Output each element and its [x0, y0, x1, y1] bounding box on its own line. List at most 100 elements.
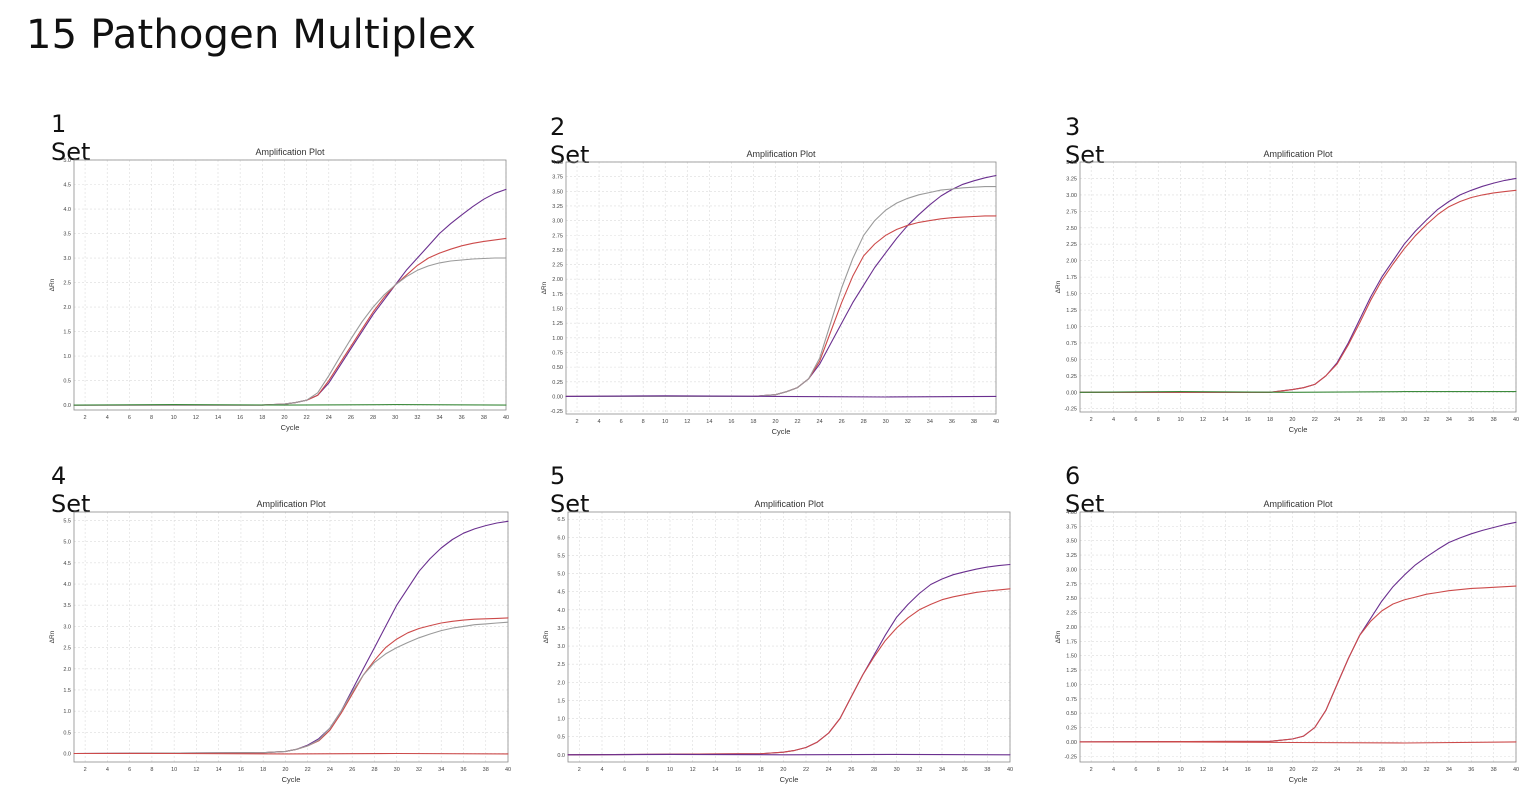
x-tick-label: 20 — [281, 415, 287, 421]
y-tick-label: 6.0 — [557, 535, 565, 541]
x-tick-label: 6 — [128, 415, 131, 421]
y-tick-label: 0.00 — [552, 394, 563, 400]
x-tick-label: 8 — [150, 415, 153, 421]
y-tick-label: 2.50 — [1066, 596, 1077, 602]
series-line-3 — [565, 186, 997, 397]
chart-title: Amplification Plot — [1263, 499, 1333, 509]
x-tick-label: 32 — [916, 767, 922, 773]
x-tick-label: 10 — [667, 767, 673, 773]
y-tick-label: 5.0 — [63, 158, 71, 164]
series-line-4 — [73, 404, 507, 406]
x-tick-label: 24 — [327, 767, 333, 773]
y-tick-label: 2.75 — [1066, 209, 1077, 215]
series-line-2 — [567, 588, 1011, 756]
x-tick-label: 40 — [505, 767, 511, 773]
x-tick-label: 20 — [282, 767, 288, 773]
y-tick-label: 1.5 — [557, 698, 565, 704]
y-axis-label: ΔRn — [49, 278, 56, 291]
x-tick-label: 18 — [260, 767, 266, 773]
y-tick-label: 4.5 — [557, 590, 565, 596]
amplification-chart-5: Amplification Plot 2 4 6 8 10 12 14 16 18 20 22 24 26… — [538, 496, 1016, 792]
x-tick-label: 30 — [1401, 417, 1407, 423]
x-tick-label: 10 — [662, 419, 668, 425]
x-tick-label: 6 — [1134, 767, 1137, 773]
y-tick-label: 3.0 — [63, 624, 71, 630]
y-tick-label: 5.0 — [557, 572, 565, 578]
y-tick-label: 3.5 — [63, 232, 71, 238]
x-tick-label: 30 — [883, 419, 889, 425]
x-tick-label: 36 — [949, 419, 955, 425]
x-tick-label: 8 — [1157, 767, 1160, 773]
series-line-1 — [567, 563, 1011, 756]
y-tick-label: 3.25 — [1066, 553, 1077, 559]
x-axis-label: Cycle — [780, 775, 799, 784]
x-tick-label: 32 — [1424, 767, 1430, 773]
y-tick-label: 0.0 — [63, 752, 71, 758]
x-tick-label: 38 — [984, 767, 990, 773]
x-tick-label: 16 — [728, 419, 734, 425]
x-tick-label: 12 — [1200, 417, 1206, 423]
amplification-chart-2: Amplification Plot 2 4 6 8 10 12 14 16 18 20 22 24 26… — [536, 146, 1002, 444]
series-line-1 — [1079, 177, 1517, 393]
y-tick-label: 2.25 — [1066, 242, 1077, 248]
plot-frame — [1079, 511, 1517, 763]
x-tick-label: 22 — [794, 419, 800, 425]
x-tick-label: 2 — [1090, 767, 1093, 773]
x-tick-label: 26 — [839, 419, 845, 425]
y-tick-label: 3.0 — [557, 644, 565, 650]
y-axis-label: ΔRn — [541, 281, 548, 294]
x-axis-label: Cycle — [281, 423, 300, 432]
x-tick-label: 20 — [1289, 417, 1295, 423]
series-line-3 — [1079, 741, 1517, 744]
x-tick-label: 12 — [193, 767, 199, 773]
y-tick-label: 2.5 — [63, 281, 71, 287]
x-tick-label: 10 — [1178, 767, 1184, 773]
y-tick-label: 3.00 — [552, 219, 563, 225]
y-tick-label: 1.00 — [1066, 682, 1077, 688]
x-tick-label: 12 — [193, 415, 199, 421]
x-axis-label: Cycle — [1289, 425, 1308, 434]
x-tick-label: 12 — [690, 767, 696, 773]
x-tick-label: 14 — [712, 767, 718, 773]
chart-title: Amplification Plot — [754, 499, 824, 509]
x-tick-label: 2 — [575, 419, 578, 425]
x-tick-label: 24 — [326, 415, 332, 421]
y-tick-label: 2.0 — [557, 680, 565, 686]
x-tick-label: 18 — [1267, 417, 1273, 423]
x-tick-label: 16 — [238, 767, 244, 773]
y-tick-label: 4.0 — [63, 207, 71, 213]
y-tick-label: 1.25 — [1066, 668, 1077, 674]
x-tick-label: 14 — [1222, 417, 1228, 423]
series-line-2 — [1079, 585, 1517, 743]
y-tick-label: 1.00 — [1066, 324, 1077, 330]
x-tick-label: 18 — [758, 767, 764, 773]
amplification-chart-6: Amplification Plot 2 4 6 8 10 12 14 16 18 20 22 24 26… — [1050, 496, 1522, 792]
x-tick-label: 34 — [438, 767, 444, 773]
series-line-2 — [73, 617, 509, 755]
x-tick-label: 28 — [1379, 767, 1385, 773]
y-tick-label: 1.25 — [552, 321, 563, 327]
y-tick-label: 0.25 — [1066, 374, 1077, 380]
y-tick-label: 1.50 — [1066, 654, 1077, 660]
y-tick-label: 0.75 — [1066, 341, 1077, 347]
series-line-2 — [565, 215, 997, 397]
y-tick-label: 1.25 — [1066, 308, 1077, 314]
y-tick-label: 1.75 — [552, 292, 563, 298]
x-axis-label: Cycle — [282, 775, 301, 784]
x-tick-label: 36 — [1468, 767, 1474, 773]
x-tick-label: 14 — [216, 767, 222, 773]
y-tick-label: 3.50 — [552, 189, 563, 195]
x-tick-label: 38 — [1491, 767, 1497, 773]
set-label: 1 Set — [51, 110, 91, 166]
y-tick-label: 3.50 — [1066, 539, 1077, 545]
chart-title: Amplification Plot — [256, 499, 326, 509]
x-tick-label: 28 — [861, 419, 867, 425]
y-tick-label: 0.00 — [1066, 390, 1077, 396]
chart-title: Amplification Plot — [746, 149, 816, 159]
y-tick-label: 5.5 — [63, 518, 71, 524]
y-tick-label: 2.00 — [552, 277, 563, 283]
series-line-1 — [565, 174, 997, 397]
y-tick-label: 1.0 — [63, 709, 71, 715]
x-tick-label: 10 — [1178, 417, 1184, 423]
